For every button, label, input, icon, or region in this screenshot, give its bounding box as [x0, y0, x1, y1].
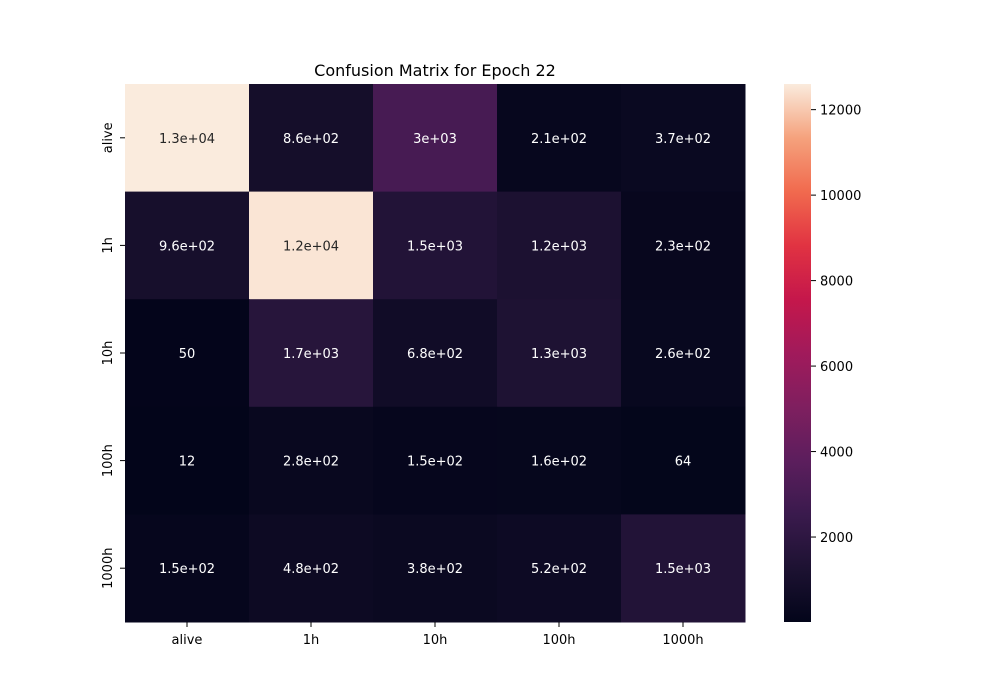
cell-annotation-4-3: 5.2e+02 — [531, 562, 587, 577]
cell-annotation-3-3: 1.6e+02 — [531, 455, 587, 470]
x-tick-label: 1h — [303, 633, 320, 648]
x-tick-label: 1000h — [662, 633, 703, 648]
heatmap-cell-4-1 — [249, 514, 374, 623]
x-tick-label: alive — [172, 633, 203, 648]
cell-annotation-0-3: 2.1e+02 — [531, 132, 587, 147]
cell-annotation-0-0: 1.3e+04 — [159, 132, 215, 147]
heatmap-cell-3-3 — [497, 406, 622, 515]
cell-annotation-2-2: 6.8e+02 — [407, 347, 463, 362]
cell-annotation-2-4: 2.6e+02 — [655, 347, 711, 362]
colorbar-ticks: 2000 4000 6000 8000 10000 12000 — [811, 104, 861, 546]
heatmap-cell-0-0 — [125, 84, 250, 193]
cell-annotation-4-0: 1.5e+02 — [159, 562, 215, 577]
colorbar-tick-label: 4000 — [820, 446, 853, 461]
heatmap-cell-0-1 — [249, 84, 374, 193]
heatmap-cells: 1.3e+04 8.6e+02 3e+03 2.1e+02 3.7e+02 9.6e+02… — [125, 84, 746, 623]
cell-annotation-1-0: 9.6e+02 — [159, 239, 215, 254]
heatmap-cell-3-2 — [373, 406, 498, 515]
y-tick-label: alive — [101, 122, 116, 153]
y-tick-label: 10h — [101, 341, 116, 366]
heatmap-cell-0-4 — [621, 84, 746, 193]
x-tick-label: 10h — [423, 633, 448, 648]
cell-annotation-1-1: 1.2e+04 — [283, 239, 339, 254]
cell-annotation-3-0: 12 — [179, 455, 196, 470]
cell-annotation-0-4: 3.7e+02 — [655, 132, 711, 147]
cell-annotation-3-2: 1.5e+02 — [407, 455, 463, 470]
y-tick-label: 1000h — [101, 548, 116, 589]
colorbar-tick-label: 12000 — [820, 104, 861, 119]
heatmap-cell-4-4 — [621, 514, 746, 623]
colorbar: 2000 4000 6000 8000 10000 12000 — [784, 84, 861, 622]
heatmap-cell-1-1 — [249, 191, 374, 300]
cell-annotation-3-1: 2.8e+02 — [283, 455, 339, 470]
y-axis: alive 1h 10h 100h 1000h — [101, 122, 125, 589]
cell-annotation-0-1: 8.6e+02 — [283, 132, 339, 147]
x-tick-label: 100h — [542, 633, 575, 648]
cell-annotation-3-4: 64 — [675, 455, 692, 470]
heatmap-cell-0-2 — [373, 84, 498, 193]
heatmap-cell-1-4 — [621, 191, 746, 300]
heatmap-cell-3-0 — [125, 406, 250, 515]
colorbar-tick-label: 6000 — [820, 360, 853, 375]
colorbar-gradient — [784, 84, 811, 622]
heatmap-cell-3-1 — [249, 406, 374, 515]
chart-title: Confusion Matrix for Epoch 22 — [314, 61, 556, 80]
heatmap-cell-3-4 — [621, 406, 746, 515]
cell-annotation-4-4: 1.5e+03 — [655, 562, 711, 577]
x-axis: alive 1h 10h 100h 1000h — [172, 622, 704, 648]
heatmap-cell-2-2 — [373, 299, 498, 408]
heatmap-cell-4-3 — [497, 514, 622, 623]
heatmap-cell-1-2 — [373, 191, 498, 300]
cell-annotation-4-1: 4.8e+02 — [283, 562, 339, 577]
cell-annotation-1-3: 1.2e+03 — [531, 239, 587, 254]
heatmap-cell-1-0 — [125, 191, 250, 300]
cell-annotation-4-2: 3.8e+02 — [407, 562, 463, 577]
cell-annotation-0-2: 3e+03 — [413, 132, 457, 147]
heatmap-cell-2-4 — [621, 299, 746, 408]
colorbar-tick-label: 2000 — [820, 531, 853, 546]
cell-annotation-2-1: 1.7e+03 — [283, 347, 339, 362]
cell-annotation-2-0: 50 — [179, 347, 196, 362]
heatmap-cell-4-2 — [373, 514, 498, 623]
heatmap-cell-2-3 — [497, 299, 622, 408]
heatmap-cell-1-3 — [497, 191, 622, 300]
cell-annotation-1-2: 1.5e+03 — [407, 239, 463, 254]
y-tick-label: 100h — [101, 444, 116, 477]
cell-annotation-1-4: 2.3e+02 — [655, 239, 711, 254]
heatmap-cell-2-0 — [125, 299, 250, 408]
colorbar-tick-label: 8000 — [820, 275, 853, 290]
colorbar-tick-label: 10000 — [820, 189, 861, 204]
heatmap-cell-2-1 — [249, 299, 374, 408]
heatmap-cell-4-0 — [125, 514, 250, 623]
cell-annotation-2-3: 1.3e+03 — [531, 347, 587, 362]
heatmap-cell-0-3 — [497, 84, 622, 193]
y-tick-label: 1h — [101, 237, 116, 254]
